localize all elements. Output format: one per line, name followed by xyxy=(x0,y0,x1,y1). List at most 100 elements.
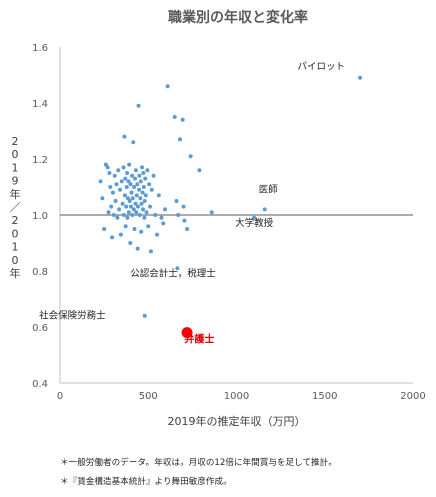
data-point xyxy=(113,199,118,203)
data-point xyxy=(178,137,183,142)
data-point xyxy=(128,182,133,187)
data-point xyxy=(110,190,115,195)
data-point xyxy=(125,171,130,175)
data-point xyxy=(142,313,147,318)
x-tick-label: 1500 xyxy=(312,391,337,402)
data-point xyxy=(139,229,144,234)
data-point xyxy=(140,207,145,212)
data-point xyxy=(155,232,160,237)
data-point xyxy=(102,227,107,231)
data-point xyxy=(129,190,134,195)
data-point xyxy=(130,213,135,217)
data-point xyxy=(109,204,114,209)
chart-title: 職業別の年収と変化率 xyxy=(168,9,308,26)
data-point xyxy=(127,199,132,203)
data-point xyxy=(148,204,153,209)
data-point xyxy=(116,168,121,173)
data-point xyxy=(128,204,133,209)
data-point xyxy=(163,207,168,212)
data-point xyxy=(124,204,129,209)
data-point xyxy=(138,179,143,184)
x-axis-title: 2019年の推定年収（万円） xyxy=(168,414,306,428)
data-point xyxy=(137,213,142,217)
data-point xyxy=(98,179,103,184)
data-point xyxy=(182,218,187,223)
data-point xyxy=(128,241,133,245)
data-point xyxy=(174,199,179,203)
data-label: 公認会計士，税理士 xyxy=(130,268,216,280)
data-point xyxy=(119,179,124,184)
data-point xyxy=(142,199,147,203)
data-point xyxy=(262,207,267,212)
data-point xyxy=(121,165,126,170)
y-tick-label: 0.6 xyxy=(32,323,48,334)
data-label: 大学教授 xyxy=(235,217,274,229)
data-point xyxy=(159,215,164,220)
data-point xyxy=(133,176,138,181)
footnote-source: ＊『賃金構造基本統計』より舞田敏彦作成。 xyxy=(60,477,232,487)
data-point xyxy=(111,213,116,217)
data-point xyxy=(145,168,150,173)
data-point xyxy=(175,266,180,271)
data-point xyxy=(172,115,177,119)
data-point xyxy=(142,215,147,220)
data-point xyxy=(136,103,141,108)
data-point xyxy=(252,215,257,220)
data-point xyxy=(165,84,170,89)
data-point xyxy=(123,176,128,181)
data-point xyxy=(114,182,119,187)
data-point xyxy=(122,193,127,198)
data-point xyxy=(143,193,148,198)
data-label: 社会保険労務士 xyxy=(39,310,106,322)
data-point xyxy=(122,134,127,139)
data-point xyxy=(130,173,135,178)
y-tick-label: 1.4 xyxy=(32,99,48,110)
data-point xyxy=(156,193,161,198)
data-point xyxy=(106,210,111,215)
data-point xyxy=(137,187,142,192)
data-point xyxy=(135,246,140,251)
data-point xyxy=(110,235,115,240)
data-point xyxy=(127,162,132,167)
data-point xyxy=(181,204,186,209)
data-point xyxy=(120,201,125,206)
data-point xyxy=(133,168,138,173)
data-point xyxy=(124,185,129,189)
data-point xyxy=(118,187,123,192)
y-tick-label: 1.0 xyxy=(32,211,48,222)
data-point xyxy=(123,224,128,229)
data-point xyxy=(135,182,140,187)
data-point xyxy=(117,207,122,212)
data-point xyxy=(149,187,154,192)
y-tick-label: 1.6 xyxy=(32,43,48,54)
data-point xyxy=(133,201,138,206)
data-point xyxy=(185,227,190,231)
data-point xyxy=(197,168,202,173)
data-points xyxy=(98,75,363,339)
data-point xyxy=(115,215,120,220)
data-point xyxy=(132,185,137,189)
data-point xyxy=(146,224,151,229)
data-point xyxy=(176,213,181,217)
data-point xyxy=(132,227,137,231)
footnote-data: ＊一般労働者のデータ。年収は，月収の12倍に年間賞与を足して推計。 xyxy=(60,458,337,468)
data-point xyxy=(121,213,126,217)
data-point xyxy=(139,201,144,206)
y-tick-label: 0.4 xyxy=(32,379,48,390)
data-point xyxy=(126,179,131,184)
data-point xyxy=(100,196,105,201)
data-point xyxy=(141,171,146,175)
data-point xyxy=(125,215,130,220)
data-point xyxy=(134,193,139,198)
data-point xyxy=(141,185,146,189)
data-point xyxy=(112,173,117,178)
data-point xyxy=(209,210,214,215)
x-tick-label: 500 xyxy=(139,391,158,402)
data-label: 医師 xyxy=(259,184,279,196)
data-point xyxy=(144,210,149,215)
data-point xyxy=(161,221,166,226)
axes: 0 500 1000 1500 2000 0.4 0.6 0.8 1.0 1.2 1.4 1.6 201… xyxy=(10,43,426,428)
data-point xyxy=(358,75,363,80)
